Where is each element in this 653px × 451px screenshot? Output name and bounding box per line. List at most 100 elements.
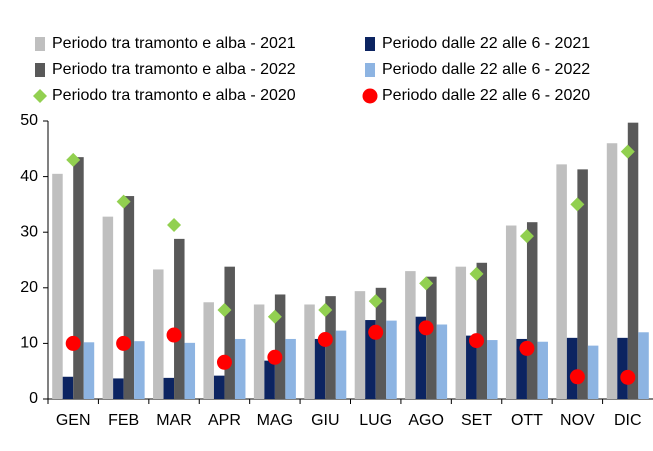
- x-tick-label: GEN: [56, 412, 91, 429]
- bar: [73, 157, 84, 399]
- bar: [153, 269, 164, 399]
- bar: [184, 342, 196, 399]
- circle-marker: [216, 354, 232, 370]
- bar: [606, 143, 618, 399]
- bar: [274, 294, 286, 399]
- bar: [325, 296, 336, 399]
- x-tick-label: NOV: [560, 412, 595, 429]
- x-tick-label: AGO: [408, 412, 444, 429]
- bar: [436, 324, 448, 399]
- legend-label: Periodo dalle 22 alle 6 - 2022: [382, 61, 590, 78]
- bar: [617, 337, 628, 399]
- bar: [476, 262, 488, 399]
- diamond-marker: [167, 217, 182, 232]
- circle-marker: [519, 340, 535, 356]
- circle-marker: [166, 327, 182, 343]
- bar: [638, 332, 649, 399]
- bar: [174, 238, 185, 399]
- bar: [52, 173, 63, 399]
- legend-marker: [365, 37, 375, 51]
- bar: [314, 338, 326, 399]
- bar: [123, 196, 135, 399]
- y-tick-label: 30: [20, 223, 38, 240]
- bar: [102, 216, 114, 399]
- bar: [415, 316, 427, 399]
- legend-label: Periodo tra tramonto e alba - 2021: [52, 35, 296, 52]
- bar: [516, 338, 527, 399]
- bar: [285, 338, 296, 399]
- bar: [365, 320, 376, 399]
- legend-marker: [35, 37, 45, 51]
- bar: [405, 271, 416, 399]
- legend-marker: [365, 63, 375, 77]
- bar: [253, 304, 265, 399]
- bar: [213, 375, 225, 399]
- bar: [62, 376, 74, 399]
- circle-marker: [65, 335, 81, 351]
- bar: [113, 378, 124, 399]
- x-tick-label: MAG: [257, 412, 293, 429]
- circle-marker: [418, 320, 434, 336]
- diamond-marker: [570, 197, 585, 212]
- bar: [537, 341, 548, 399]
- circle-marker: [267, 349, 283, 365]
- diamond-marker: [620, 144, 635, 159]
- y-tick-label: 20: [20, 279, 38, 296]
- bar: [487, 340, 498, 399]
- circle-marker: [469, 333, 485, 349]
- bar: [526, 222, 538, 399]
- legend-label: Periodo dalle 22 alle 6 - 2021: [382, 35, 590, 52]
- bar: [587, 345, 599, 399]
- diamond-marker: [469, 266, 484, 281]
- bar: [556, 164, 567, 399]
- diamond-marker: [318, 303, 333, 318]
- x-tick-label: GIU: [311, 412, 339, 429]
- x-tick-label: OTT: [511, 412, 543, 429]
- diamond-marker: [66, 152, 81, 167]
- bar: [134, 341, 145, 399]
- legend-label: Periodo tra tramonto e alba - 2022: [52, 61, 296, 78]
- legend-label: Periodo tra tramonto e alba - 2020: [52, 87, 296, 104]
- bar: [354, 291, 366, 399]
- bar: [375, 287, 387, 399]
- bar: [203, 302, 214, 399]
- circle-marker: [368, 324, 384, 340]
- x-tick-label: APR: [208, 412, 241, 429]
- y-tick-label: 0: [29, 390, 38, 407]
- legend-marker: [33, 89, 47, 103]
- diamond-marker: [368, 294, 383, 309]
- bar: [577, 169, 588, 399]
- y-tick-label: 40: [20, 168, 38, 185]
- bar: [163, 377, 175, 399]
- bar: [426, 276, 437, 399]
- x-tick-label: FEB: [108, 412, 139, 429]
- y-tick-label: 10: [20, 335, 38, 352]
- legend-label: Periodo dalle 22 alle 6 - 2020: [382, 87, 590, 104]
- diamond-marker: [116, 194, 131, 209]
- bar: [224, 266, 235, 399]
- bar: [234, 338, 246, 399]
- bar: [304, 304, 315, 399]
- legend-marker: [362, 88, 378, 104]
- bar: [83, 342, 95, 399]
- diamond-marker: [217, 303, 232, 318]
- circle-marker: [317, 332, 333, 348]
- bar: [627, 122, 639, 399]
- diamond-marker: [519, 229, 534, 244]
- bar: [335, 330, 347, 399]
- bar: [566, 337, 578, 399]
- y-tick-label: 50: [20, 112, 38, 129]
- bar: [505, 225, 517, 399]
- bar: [466, 335, 477, 399]
- bar: [264, 360, 275, 399]
- circle-marker: [569, 369, 585, 385]
- x-tick-label: LUG: [359, 412, 392, 429]
- circle-marker: [620, 369, 636, 385]
- x-tick-label: MAR: [156, 412, 192, 429]
- bar: [455, 266, 467, 399]
- bar: [386, 320, 397, 399]
- circle-marker: [116, 335, 132, 351]
- legend-marker: [35, 63, 45, 77]
- diamond-marker: [267, 309, 282, 324]
